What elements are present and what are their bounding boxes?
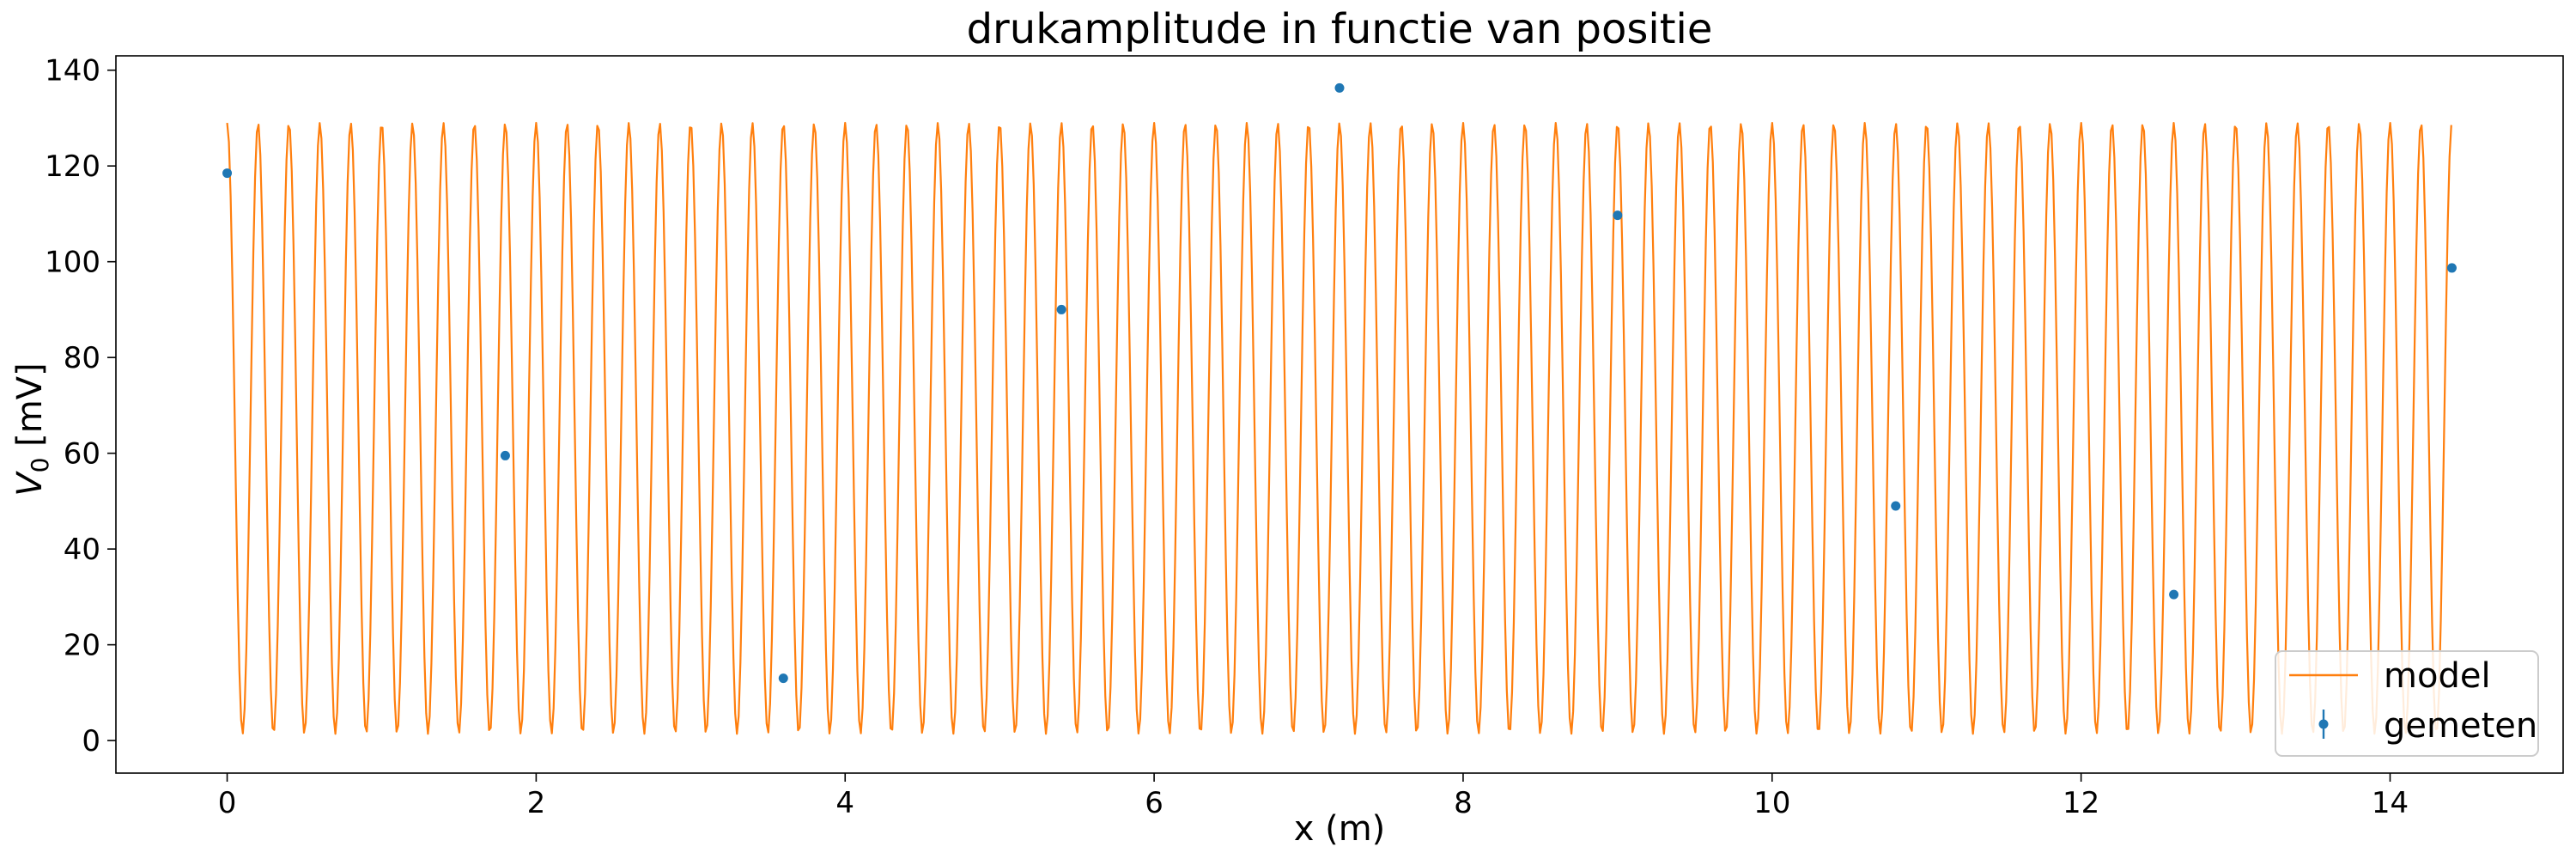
x-tick-label: 6 <box>1145 786 1163 820</box>
chart-title: drukamplitude in functie van positie <box>967 5 1713 53</box>
gemeten-point <box>778 673 788 684</box>
y-tick-label: 140 <box>45 54 100 88</box>
y-axis-label-subscript: 0 <box>26 458 54 473</box>
y-tick-label: 120 <box>45 149 100 184</box>
x-tick-label: 4 <box>835 786 854 820</box>
y-tick-label: 0 <box>82 724 100 758</box>
gemeten-point <box>222 168 233 179</box>
x-axis-label: x (m) <box>1294 809 1386 849</box>
x-tick-label: 14 <box>2372 786 2409 820</box>
x-tick-label: 10 <box>1753 786 1790 820</box>
y-tick-label: 100 <box>45 246 100 280</box>
gemeten-point <box>2169 589 2179 600</box>
legend-gemeten-label: gemeten <box>2384 706 2537 746</box>
series-model-line <box>226 121 2452 735</box>
gemeten-point <box>1891 501 1901 511</box>
legend-gemeten-marker <box>2318 719 2329 729</box>
y-axis-label-unit: [mV] <box>10 362 50 457</box>
legend-box <box>2275 650 2539 757</box>
legend-model-label: model <box>2384 656 2491 696</box>
y-axis-label-symbol: V <box>10 471 50 497</box>
x-tick-label: 0 <box>218 786 237 820</box>
gemeten-point <box>500 450 510 460</box>
plot-area <box>222 82 2457 735</box>
y-axis-ticks: 0 20 40 60 80 100 120 140 <box>45 54 116 758</box>
gemeten-point <box>1056 304 1066 314</box>
x-axis-ticks: 0 2 4 6 8 10 12 14 <box>218 773 2409 820</box>
y-tick-label: 80 <box>64 341 100 375</box>
y-tick-label: 40 <box>64 533 100 567</box>
gemeten-point <box>2446 263 2457 273</box>
x-tick-label: 2 <box>527 786 546 820</box>
y-tick-label: 20 <box>64 629 100 663</box>
gemeten-point <box>1334 82 1345 93</box>
gemeten-point <box>1613 210 1623 221</box>
legend: model gemeten <box>2275 650 2539 757</box>
axes-frame <box>115 55 2564 774</box>
x-tick-label: 12 <box>2063 786 2099 820</box>
x-tick-label: 8 <box>1454 786 1473 820</box>
y-tick-label: 60 <box>64 437 100 472</box>
y-axis-label: V0 [mV] <box>10 362 54 496</box>
